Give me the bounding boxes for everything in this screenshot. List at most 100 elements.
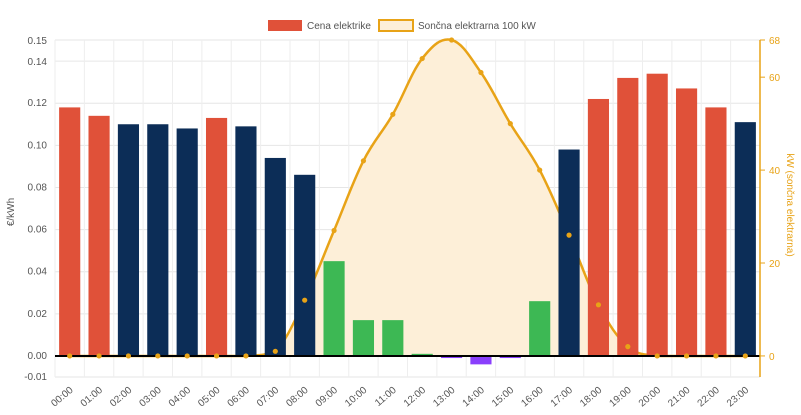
solar-point-07:00 <box>272 348 278 354</box>
bar-13:00 <box>440 355 463 359</box>
bar-20:00 <box>646 73 668 356</box>
x-tick-label: 05:00 <box>196 385 223 410</box>
y-tick-label: 0.08 <box>28 182 48 193</box>
solar-point-15:00 <box>507 121 513 127</box>
y-axis-title: €/kWh <box>6 198 17 226</box>
y-tick-label: 0.02 <box>28 309 48 320</box>
x-tick-label: 15:00 <box>490 385 517 410</box>
x-tick-label: 16:00 <box>519 385 546 410</box>
y-tick-label: 0.10 <box>28 140 48 151</box>
x-tick-label: 17:00 <box>549 385 576 410</box>
solar-point-00:00 <box>67 353 73 359</box>
x-tick-label: 22:00 <box>696 385 723 410</box>
y-tick-label: 0.15 <box>28 36 48 47</box>
bar-10:00 <box>352 320 375 356</box>
bar-15:00 <box>499 355 521 359</box>
solar-point-20:00 <box>654 353 660 359</box>
y-tick-label: 0.12 <box>28 98 48 109</box>
x-tick-label: 06:00 <box>226 385 253 410</box>
bar-19:00 <box>617 77 639 356</box>
bar-21:00 <box>675 88 698 356</box>
x-tick-label: 07:00 <box>255 385 282 410</box>
solar-point-12:00 <box>419 55 425 62</box>
bar-08:00 <box>294 174 316 356</box>
solar-point-18:00 <box>595 302 602 308</box>
bar-05:00 <box>205 117 228 356</box>
y-tick-label: -0.01 <box>24 372 47 383</box>
y2-axis-title: kW (sončna elektrarna) <box>784 153 795 256</box>
bar-18:00 <box>587 98 610 356</box>
bar-03:00 <box>147 124 169 356</box>
x-tick-label: 09:00 <box>314 385 341 410</box>
legend-swatch-price[interactable] <box>268 20 302 31</box>
solar-point-08:00 <box>302 297 308 303</box>
y-axis-left: 0.15 0.14 0.12 0.10 0.08 0.06 0.04 0.02 0.00 -0.0… <box>24 36 47 383</box>
x-tick-label: 23:00 <box>725 385 752 410</box>
solar-point-03:00 <box>155 353 161 359</box>
y2-tick-label: 40 <box>769 166 781 177</box>
solar-point-16:00 <box>537 167 543 173</box>
x-tick-label: 01:00 <box>79 385 106 410</box>
x-tick-label: 20:00 <box>637 385 664 410</box>
solar-point-19:00 <box>625 344 631 350</box>
x-tick-label: 02:00 <box>108 385 135 410</box>
bar-01:00 <box>88 115 110 356</box>
bar-22:00 <box>705 107 727 356</box>
solar-point-23:00 <box>742 353 748 359</box>
bar-06:00 <box>235 126 257 356</box>
y-tick-label: 0.06 <box>28 225 48 236</box>
solar-point-02:00 <box>125 353 132 359</box>
bar-07:00 <box>264 157 286 356</box>
solar-point-17:00 <box>566 232 572 238</box>
solar-point-14:00 <box>478 69 484 76</box>
x-tick-label: 10:00 <box>343 385 370 410</box>
bar-04:00 <box>176 128 198 356</box>
bar-23:00 <box>734 122 756 356</box>
x-tick-label: 19:00 <box>607 385 634 410</box>
bar-00:00 <box>59 107 81 356</box>
y-axis-right: 68 60 40 20 0 <box>759 36 781 377</box>
solar-area-layer <box>69 38 746 358</box>
y2-tick-label: 60 <box>769 73 781 84</box>
x-tick-label: 14:00 <box>461 385 488 410</box>
solar-point-09:00 <box>331 227 337 234</box>
bar-02:00 <box>117 124 140 356</box>
solar-point-13:00 <box>448 37 455 43</box>
solar-point-10:00 <box>360 158 367 164</box>
solar-point-04:00 <box>184 353 190 359</box>
x-tick-label: 08:00 <box>284 385 311 410</box>
y-tick-label: 0.04 <box>28 267 48 278</box>
x-tick-label: 04:00 <box>167 385 194 410</box>
solar-point-01:00 <box>96 353 102 359</box>
solar-point-05:00 <box>213 353 220 359</box>
y-tick-label: 0.00 <box>28 351 48 362</box>
legend: Cena elektrike Sončna elektrarna 100 kW <box>268 19 536 32</box>
y-tick-label: 0.14 <box>28 57 48 68</box>
solar-point-06:00 <box>243 353 249 359</box>
bar-17:00 <box>558 149 580 356</box>
solar-points-layer <box>67 37 748 359</box>
bar-11:00 <box>382 320 404 356</box>
legend-swatch-solar[interactable] <box>378 19 414 32</box>
x-tick-label: 12:00 <box>402 385 429 410</box>
bar-12:00 <box>411 353 433 356</box>
legend-label-price[interactable]: Cena elektrike <box>307 21 371 32</box>
x-tick-label: 00:00 <box>49 385 76 410</box>
bars-layer <box>55 73 760 365</box>
x-axis: 00:00 01:00 02:00 03:00 04:00 05:00 06:00 07:00… <box>49 385 751 410</box>
x-tick-label: 03:00 <box>137 385 164 410</box>
legend-label-solar[interactable]: Sončna elektrarna 100 kW <box>418 21 536 32</box>
x-tick-label: 18:00 <box>578 385 605 410</box>
x-tick-label: 21:00 <box>666 385 693 410</box>
bar-09:00 <box>323 261 345 356</box>
solar-point-11:00 <box>390 111 396 117</box>
x-tick-label: 11:00 <box>373 385 399 409</box>
x-tick-label: 13:00 <box>431 385 458 410</box>
y2-tick-label: 68 <box>769 36 781 47</box>
bar-16:00 <box>529 301 551 356</box>
solar-point-21:00 <box>683 353 690 359</box>
y2-tick-label: 20 <box>769 259 781 270</box>
y2-tick-label: 0 <box>769 352 775 363</box>
solar-point-22:00 <box>713 353 719 359</box>
